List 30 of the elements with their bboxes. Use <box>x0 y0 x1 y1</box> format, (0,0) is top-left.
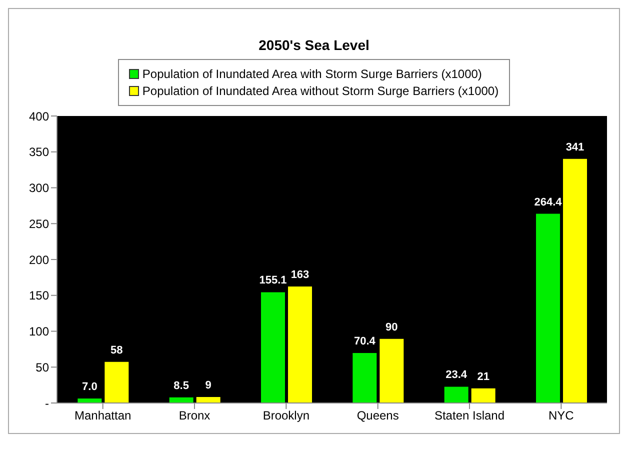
data-label: 7.0 <box>82 380 98 393</box>
y-tick-label: 50 <box>36 360 50 374</box>
y-tick-label: 100 <box>28 324 50 339</box>
data-label: 23.4 <box>446 369 468 382</box>
data-label: 163 <box>290 269 310 282</box>
chart-title: 2050's Sea Level <box>258 37 370 53</box>
data-label: 90 <box>386 321 398 334</box>
x-tick-label: Queens <box>356 408 399 423</box>
x-tick-label: Manhattan <box>74 408 132 423</box>
data-label: 58 <box>110 344 123 356</box>
data-label: 9 <box>205 380 212 392</box>
data-label: 8.5 <box>174 380 189 392</box>
x-tick-label: Brooklyn <box>262 408 310 423</box>
legend-label: Population of Inundated Area without Storm Surge Barriers (x1000) <box>142 84 499 98</box>
data-label: 155.1 <box>259 274 287 287</box>
data-label: 21 <box>477 370 490 383</box>
y-tick-label: 250 <box>28 216 50 231</box>
y-tick-label: 300 <box>28 181 50 196</box>
data-label: 264.4 <box>534 196 563 208</box>
y-tick-label: 400 <box>28 109 50 124</box>
y-tick-label: - <box>45 396 49 410</box>
x-tick-label: Bronx <box>178 408 210 423</box>
x-tick-label: NYC <box>548 408 574 423</box>
data-label: 70.4 <box>354 335 376 348</box>
y-tick-label: 200 <box>28 252 50 267</box>
legend-label: Population of Inundated Area with Storm Surge Barriers (x1000) <box>142 67 482 81</box>
y-tick-label: 350 <box>28 145 50 160</box>
x-tick-label: Staten Island <box>434 408 505 423</box>
y-tick-label: 150 <box>28 288 50 303</box>
data-label: 341 <box>566 141 584 154</box>
